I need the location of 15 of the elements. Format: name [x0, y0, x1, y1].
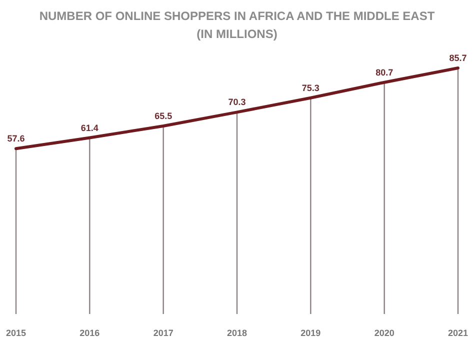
x-tick-label: 2015	[6, 328, 26, 338]
data-label: 57.6	[7, 134, 25, 144]
x-tick-label: 2019	[300, 328, 321, 338]
data-label: 75.3	[302, 82, 320, 93]
data-label: 70.3	[228, 97, 246, 108]
chart-title: NUMBER OF ONLINE SHOPPERS IN AFRICA AND THE MIDDLE EAST (IN MILLIONS)	[39, 9, 436, 41]
data-label: 65.5	[154, 110, 172, 121]
data-label: 85.7	[449, 53, 467, 63]
x-tick-label: 2016	[80, 328, 100, 338]
x-tick-label: 2020	[374, 328, 394, 338]
data-label: 80.7	[376, 67, 394, 78]
data-label: 61.4	[80, 122, 98, 133]
x-tick-label: 2021	[448, 328, 468, 338]
x-tick-label: 2018	[226, 328, 248, 338]
x-tick-label: 2017	[153, 328, 174, 338]
